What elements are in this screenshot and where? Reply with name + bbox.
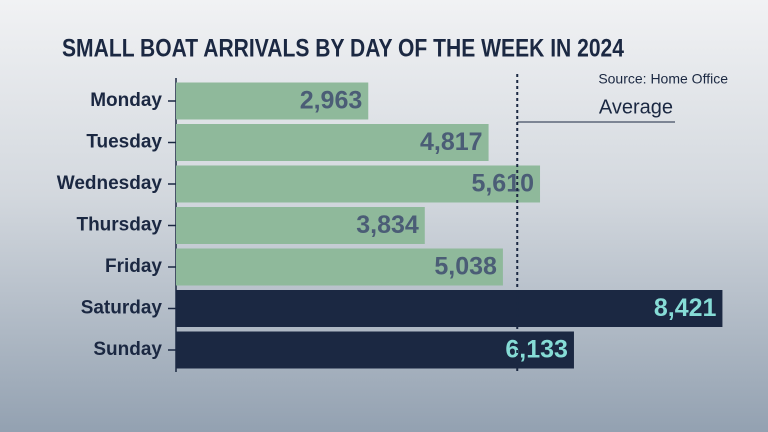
bar — [176, 331, 574, 369]
value-label: 2,963 — [300, 87, 363, 115]
bar — [176, 124, 489, 161]
value-label: 5,038 — [434, 253, 497, 281]
y-tick-label: Wednesday — [57, 173, 163, 194]
bar — [176, 207, 425, 244]
source: Source: Home Office — [598, 71, 728, 87]
value-label: 3,834 — [356, 211, 419, 239]
y-tick-label: Monday — [90, 90, 162, 111]
bar — [176, 165, 541, 203]
bar — [176, 290, 723, 327]
y-tick-label: Sunday — [93, 339, 162, 360]
value-label: 5,610 — [471, 170, 534, 198]
value-label: 6,133 — [505, 336, 568, 364]
y-tick-label: Thursday — [76, 215, 162, 236]
average-label: Average — [599, 96, 673, 118]
value-label: 8,421 — [654, 294, 717, 322]
bar — [176, 82, 369, 120]
value-label: 4,817 — [420, 128, 483, 156]
chart-title: SMALL BOAT ARRIVALS BY DAY OF THE WEEK I… — [62, 35, 624, 63]
y-tick-label: Friday — [105, 256, 162, 277]
y-tick-label: Tuesday — [86, 132, 162, 153]
y-tick-label: Saturday — [81, 298, 163, 319]
bar — [176, 248, 503, 286]
